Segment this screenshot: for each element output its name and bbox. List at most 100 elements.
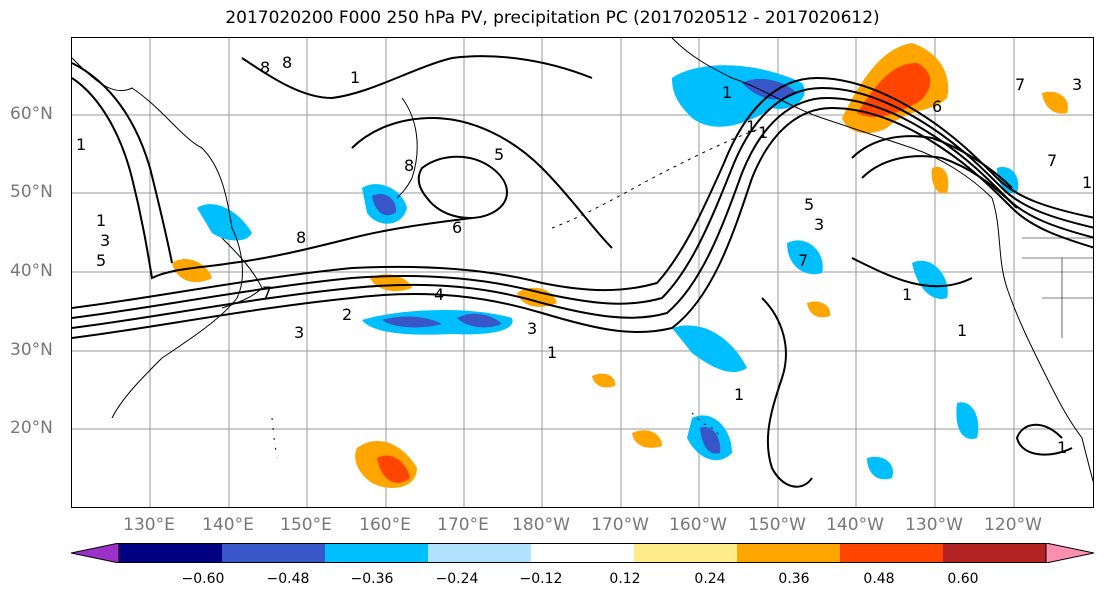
contour-label: 8	[260, 58, 270, 77]
colorbar-segment	[531, 543, 635, 563]
lat-label-50n: 50°N	[10, 182, 53, 202]
precip-positive-hudson	[1042, 91, 1068, 114]
lon-label-130e: 130°E	[123, 515, 175, 535]
contour-label: 5	[494, 145, 504, 164]
contour-label: 1	[1082, 173, 1092, 192]
lon-label-160e: 160°E	[359, 515, 411, 535]
precip-negative-okhotsk-core	[372, 193, 397, 216]
lon-label-150e: 150°E	[280, 515, 332, 535]
pv-contour-3	[72, 86, 1093, 319]
contour-label: 5	[96, 251, 106, 270]
precip-positive-mid-tropics	[632, 430, 662, 448]
precip-negative-bering-core	[742, 78, 797, 100]
contour-label: 1	[902, 285, 912, 304]
coastline-alaska	[671, 38, 993, 199]
precip-negative-subtropical	[672, 325, 747, 373]
contour-label: 7	[798, 251, 808, 270]
precip-negative-hawaii-core	[700, 427, 721, 454]
lat-label-20n: 20°N	[10, 418, 53, 438]
contour-label: 1	[957, 321, 967, 340]
precip-positive-bc	[931, 166, 949, 194]
colorbar-tick-label: 0.60	[947, 571, 979, 587]
coastline-aleutians	[551, 127, 763, 229]
precip-positive-isobar-35n	[370, 274, 412, 292]
colorbar-segment	[737, 543, 841, 563]
precip-negative-japan	[197, 204, 252, 241]
pv-contour-12	[761, 297, 813, 488]
colorbar-tick-label: 0.48	[863, 571, 895, 587]
precip-negative-alberta	[997, 167, 1019, 194]
precip-negative-band-30n-core2	[457, 313, 502, 328]
contour-label: 7	[262, 283, 272, 302]
contour-label: 7	[1015, 75, 1025, 94]
colorbar	[71, 543, 1094, 563]
contour-label: 3	[527, 319, 537, 338]
colorbar-extend-low	[71, 543, 120, 563]
contour-label: 1	[758, 123, 768, 142]
contour-label: 7	[1047, 151, 1057, 170]
pv-contour-14	[851, 257, 973, 288]
lat-label-40n: 40°N	[10, 261, 53, 281]
contour-label: 3	[100, 231, 110, 250]
precip-positive-subtropics-2	[592, 373, 616, 388]
colorbar-extend-high	[1045, 543, 1094, 563]
contour-label: 8	[404, 156, 414, 175]
contour-labels: 8 8 1 1 1 3 5 7 2 4 3 1 8 6 8 5 1 1 1 5 …	[76, 53, 1092, 457]
lon-label-150w: 150°W	[748, 515, 806, 535]
graticule	[72, 38, 1093, 507]
coastline-north-america	[991, 197, 1093, 483]
coastline-hawaii	[691, 412, 723, 439]
state-borders	[1022, 237, 1093, 338]
precip-positive-central-pac	[517, 287, 557, 307]
contour-label: 6	[932, 97, 942, 116]
pv-contour-2	[72, 96, 1093, 329]
lat-label-60n: 60°N	[10, 104, 53, 124]
precip-strong-alaska	[857, 63, 931, 118]
contour-label: 1	[350, 68, 360, 87]
lon-label-170e: 170°E	[437, 515, 489, 535]
lon-label-130w: 130°W	[905, 515, 963, 535]
coastlines	[72, 38, 1093, 483]
pv-contour-8	[351, 116, 613, 249]
precip-negative-baja	[956, 402, 979, 439]
contour-label: 1	[96, 211, 106, 230]
lon-label-140w: 140°W	[826, 515, 884, 535]
contour-label: 1	[734, 385, 744, 404]
contour-label: 8	[282, 53, 292, 72]
precip-positive-tropics-core	[377, 455, 410, 483]
colorbar-tick-label: 0.36	[778, 571, 810, 587]
colorbar-tick-label: −0.48	[266, 571, 310, 587]
lat-label-30n: 30°N	[10, 340, 53, 360]
contour-label: 1	[547, 343, 557, 362]
contour-label: 3	[1072, 75, 1082, 94]
contour-label: 6	[452, 218, 462, 237]
colorbar-tick-label: −0.60	[181, 571, 225, 587]
precip-negative-band-30n-core	[382, 316, 442, 328]
colorbar-tick-label: 0.12	[609, 571, 641, 587]
colorbar-segment	[428, 543, 532, 563]
colorbar-segment	[222, 543, 326, 563]
precip-shading	[172, 43, 1068, 488]
precip-negative-midpac	[787, 240, 823, 275]
colorbar-tick-label: −0.36	[350, 571, 394, 587]
colorbar-tick-label: −0.24	[435, 571, 479, 587]
colorbar-segment	[325, 543, 429, 563]
map-svg: 8 8 1 1 1 3 5 7 2 4 3 1 8 6 8 5 1 1 1 5 …	[72, 38, 1093, 507]
colorbar-segment	[634, 543, 738, 563]
colorbar-segment	[943, 543, 1047, 563]
contour-label: 1	[1057, 438, 1067, 457]
contour-label: 4	[434, 285, 444, 304]
pv-contour-11	[861, 155, 1018, 209]
map-title: 2017020200 F000 250 hPa PV, precipitatio…	[225, 8, 880, 28]
coastline-mariana	[271, 417, 278, 459]
colorbar-tick-label: −0.12	[519, 571, 563, 587]
colorbar-segments	[71, 543, 1094, 563]
lon-label-140e: 140°E	[202, 515, 254, 535]
colorbar-segment	[840, 543, 944, 563]
contour-label: 5	[804, 195, 814, 214]
pv-contour-5	[72, 77, 473, 280]
lon-label-170w: 170°W	[591, 515, 649, 535]
pv-contour-9	[417, 155, 508, 219]
colorbar-segment	[119, 543, 223, 563]
contour-label: 8	[296, 228, 306, 247]
